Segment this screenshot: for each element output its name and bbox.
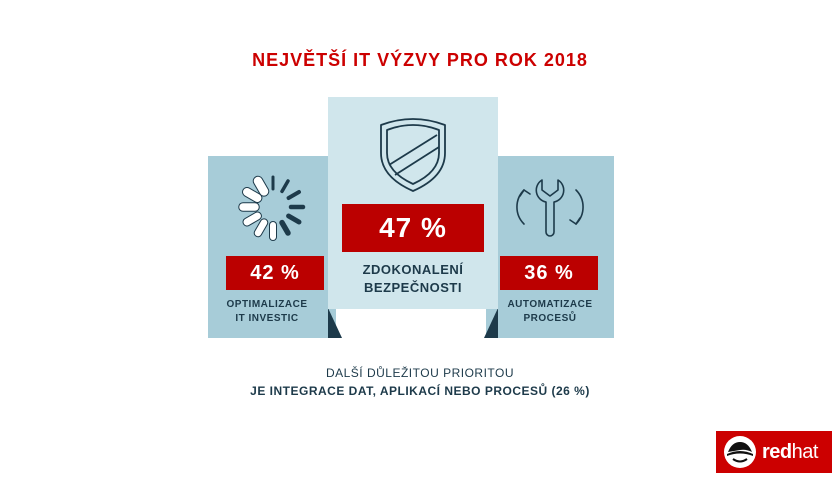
panel-optimalizace: 42 % OPTIMALIZACE IT INVESTIC [208, 156, 336, 338]
chart-title: NEJVĚTŠÍ IT VÝZVY PRO ROK 2018 [252, 50, 588, 70]
loading-spinner-icon [238, 175, 306, 241]
fold-left [328, 308, 342, 338]
category-label-bezpecnost: ZDOKONALENÍ BEZPEČNOSTI [328, 261, 498, 297]
value-badge-optimalizace: 42 % [226, 256, 324, 290]
category-label-optimalizace: OPTIMALIZACE IT INVESTIC [208, 298, 326, 326]
category-label-automatizace: AUTOMATIZACE PROCESŮ [492, 298, 608, 326]
spinner-segment [286, 213, 302, 225]
shield-icon [380, 118, 446, 192]
category-label-line1: AUTOMATIZACE [507, 299, 593, 310]
spinner-segment [279, 219, 291, 236]
panel-automatizace: 36 % AUTOMATIZACE PROCESŮ [486, 156, 614, 338]
category-label-line2: IT INVESTIC [235, 313, 299, 324]
panel-bezpecnost: 47 % ZDOKONALENÍ BEZPEČNOSTI [328, 97, 498, 309]
redhat-logo: redhat [716, 431, 832, 473]
value-badge-bezpecnost: 47 % [342, 204, 484, 252]
footer-line2: JE INTEGRACE DAT, APLIKACÍ NEBO PROCESŮ … [250, 384, 590, 398]
fold-right [484, 308, 498, 338]
category-label-line2: PROCESŮ [523, 313, 577, 324]
redhat-shadowman-icon [724, 436, 756, 468]
spinner-segment [243, 212, 261, 226]
redhat-wordmark: redhat [762, 441, 818, 464]
spinner-segment [286, 190, 301, 200]
spinner-segment [254, 219, 268, 237]
value-badge-automatizace: 36 % [500, 256, 598, 290]
logo-text-hat: hat [791, 441, 819, 463]
footer-line1: DALŠÍ DŮLEŽITOU PRIORITOU [325, 366, 515, 380]
category-label-line1: OPTIMALIZACE [226, 299, 308, 310]
category-label-line1: ZDOKONALENÍ [362, 262, 464, 277]
spinner-segment [243, 188, 262, 202]
spinner-segment [280, 179, 290, 194]
logo-text-red: red [762, 441, 792, 463]
spinner-segment [253, 176, 269, 196]
category-label-line2: BEZPEČNOSTI [364, 280, 462, 295]
wrench-cycle-icon [516, 179, 584, 237]
